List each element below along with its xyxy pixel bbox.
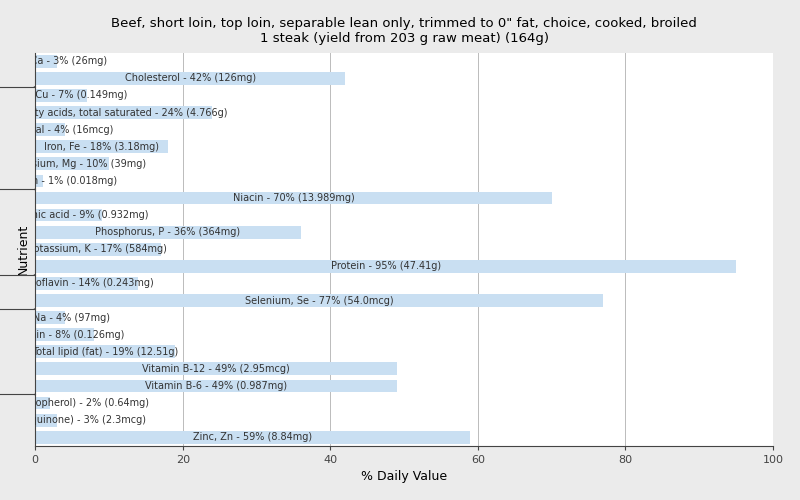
Text: Cholesterol - 42% (126mg): Cholesterol - 42% (126mg) — [125, 74, 256, 84]
Bar — [35, 362, 397, 376]
Text: Manganese, Mn - 1% (0.018mg): Manganese, Mn - 1% (0.018mg) — [0, 176, 117, 186]
Bar — [35, 260, 736, 273]
Text: Vitamin K (phylloquinone) - 3% (2.3mcg): Vitamin K (phylloquinone) - 3% (2.3mcg) — [0, 415, 146, 425]
Bar — [35, 158, 109, 170]
Text: Niacin - 70% (13.989mg): Niacin - 70% (13.989mg) — [233, 193, 354, 203]
Text: Iron, Fe - 18% (3.18mg): Iron, Fe - 18% (3.18mg) — [44, 142, 159, 152]
Bar — [35, 208, 102, 222]
Text: Thiamin - 8% (0.126mg): Thiamin - 8% (0.126mg) — [6, 330, 124, 340]
Text: Magnesium, Mg - 10% (39mg): Magnesium, Mg - 10% (39mg) — [0, 159, 146, 169]
Text: Phosphorus, P - 36% (364mg): Phosphorus, P - 36% (364mg) — [95, 227, 241, 237]
Title: Beef, short loin, top loin, separable lean only, trimmed to 0" fat, choice, cook: Beef, short loin, top loin, separable le… — [111, 16, 697, 44]
X-axis label: % Daily Value: % Daily Value — [361, 470, 447, 484]
Bar — [35, 414, 58, 426]
Bar — [35, 106, 212, 119]
Bar — [35, 55, 58, 68]
Text: Vitamin B-6 - 49% (0.987mg): Vitamin B-6 - 49% (0.987mg) — [145, 381, 287, 391]
Text: Vitamin E (alpha-tocopherol) - 2% (0.64mg): Vitamin E (alpha-tocopherol) - 2% (0.64m… — [0, 398, 149, 408]
Text: Riboflavin - 14% (0.243mg): Riboflavin - 14% (0.243mg) — [20, 278, 154, 288]
Bar — [35, 72, 345, 85]
Text: Sodium, Na - 4% (97mg): Sodium, Na - 4% (97mg) — [0, 312, 110, 322]
Text: Calcium, Ca - 3% (26mg): Calcium, Ca - 3% (26mg) — [0, 56, 107, 66]
Bar — [35, 380, 397, 392]
Bar — [35, 226, 301, 238]
Text: Fatty acids, total saturated - 24% (4.766g): Fatty acids, total saturated - 24% (4.76… — [20, 108, 227, 118]
Bar — [35, 346, 175, 358]
Text: Zinc, Zn - 59% (8.84mg): Zinc, Zn - 59% (8.84mg) — [194, 432, 312, 442]
Text: Total lipid (fat) - 19% (12.51g): Total lipid (fat) - 19% (12.51g) — [32, 347, 178, 357]
Bar — [35, 277, 138, 290]
Bar — [35, 431, 470, 444]
Text: Selenium, Se - 77% (54.0mcg): Selenium, Se - 77% (54.0mcg) — [245, 296, 394, 306]
Bar — [35, 89, 87, 102]
Bar — [35, 124, 65, 136]
Y-axis label: Nutrient: Nutrient — [17, 224, 30, 275]
Bar — [35, 174, 42, 188]
Bar — [35, 192, 551, 204]
Text: Folate, total - 4% (16mcg): Folate, total - 4% (16mcg) — [0, 124, 114, 134]
Text: Protein - 95% (47.41g): Protein - 95% (47.41g) — [330, 262, 441, 272]
Bar — [35, 396, 50, 409]
Bar — [35, 328, 94, 341]
Text: Vitamin B-12 - 49% (2.95mcg): Vitamin B-12 - 49% (2.95mcg) — [142, 364, 290, 374]
Bar — [35, 243, 161, 256]
Bar — [35, 140, 168, 153]
Text: Pantothenic acid - 9% (0.932mg): Pantothenic acid - 9% (0.932mg) — [0, 210, 149, 220]
Text: Copper, Cu - 7% (0.149mg): Copper, Cu - 7% (0.149mg) — [0, 90, 128, 101]
Bar — [35, 294, 603, 307]
Text: Potassium, K - 17% (584mg): Potassium, K - 17% (584mg) — [29, 244, 167, 254]
Bar — [35, 311, 65, 324]
